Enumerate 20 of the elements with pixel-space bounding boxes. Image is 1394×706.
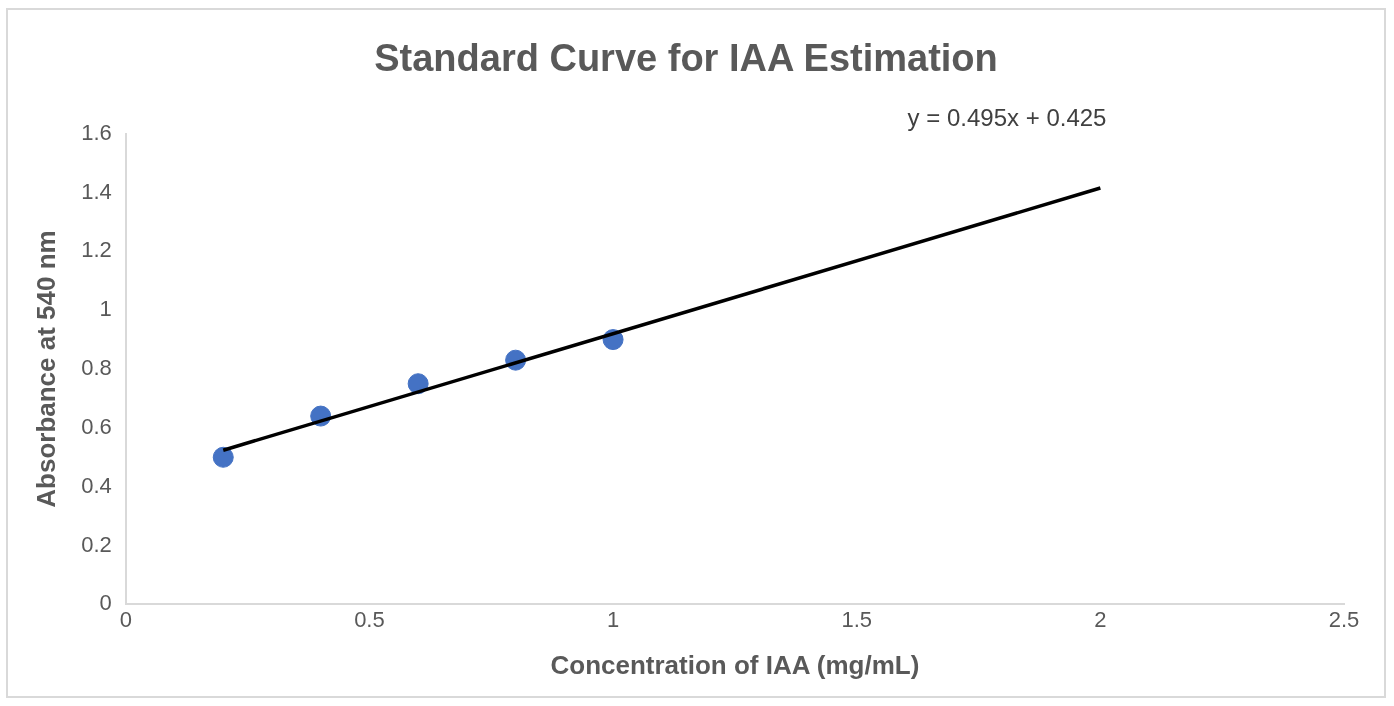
y-tick-label: 1.4 — [81, 178, 112, 204]
x-tick-label: 0 — [119, 606, 132, 632]
y-tick-label: 0.4 — [81, 472, 112, 498]
y-tick-label: 0 — [99, 590, 112, 616]
y-tick-label: 1 — [99, 296, 112, 322]
text: y = 0.495x + 0.425 — [907, 104, 1107, 132]
y-tick-label: 0.6 — [81, 413, 112, 439]
x-tick-label: 0.5 — [354, 606, 385, 632]
x-tick-label: 1 — [606, 606, 620, 632]
y-tick-label: 0.8 — [81, 355, 112, 381]
x-tick-label: 2 — [1094, 606, 1107, 632]
x-tick-label: 2.5 — [1328, 606, 1360, 632]
y-tick-label: 1.2 — [81, 237, 112, 263]
y-tick-label: 1.6 — [81, 119, 112, 145]
point — [212, 446, 234, 468]
x-axis-title: Concentration of IAA (mg/mL) — [550, 649, 920, 680]
x-tick-label: 1.5 — [841, 606, 873, 632]
y-axis-title: Absorbance at 540 nm — [30, 230, 61, 508]
chart-title: Standard Curve for IAA Estimation — [374, 37, 998, 80]
y-tick-label: 0.2 — [81, 531, 112, 557]
